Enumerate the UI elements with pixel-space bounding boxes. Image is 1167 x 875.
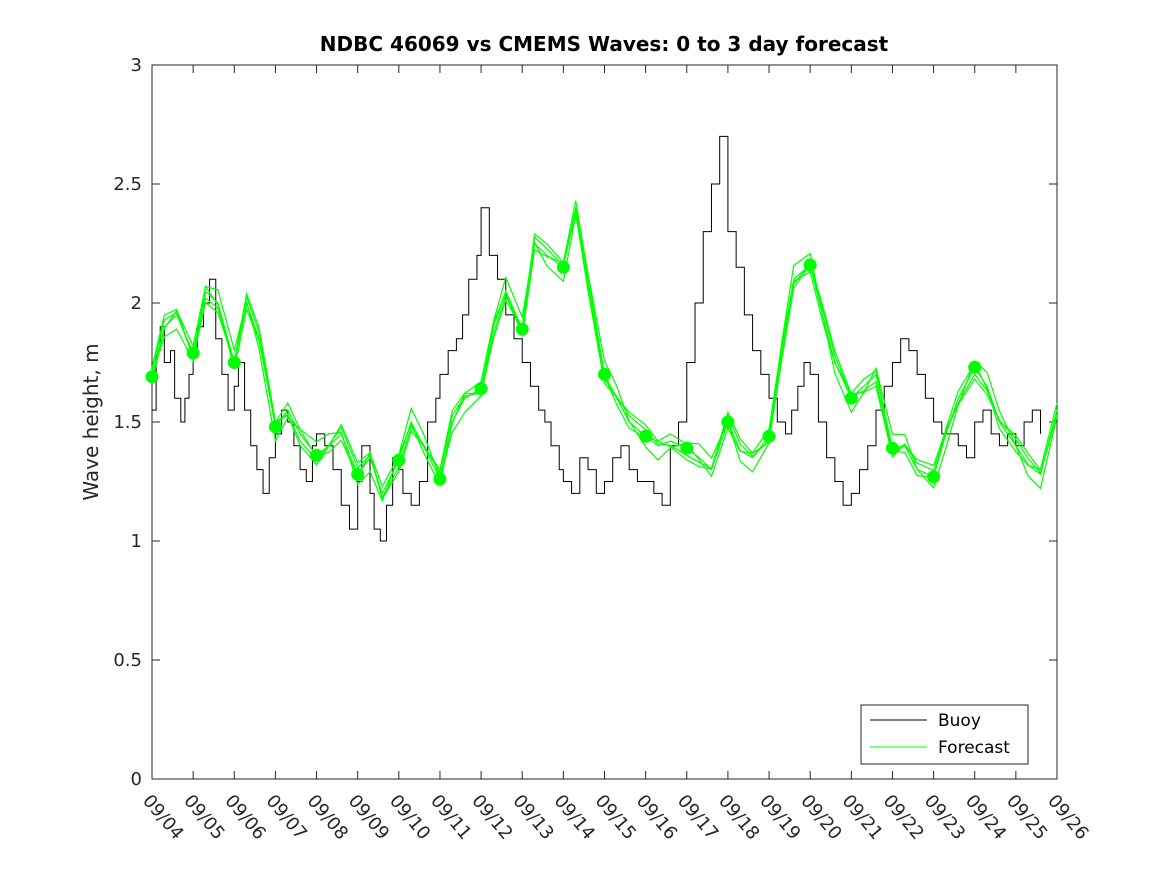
forecast-marker: [268, 420, 282, 434]
legend: Buoy Forecast: [860, 704, 1029, 765]
forecast-marker: [474, 382, 488, 396]
series-buoy-line: [152, 135, 1042, 542]
y-tick-label: 0: [131, 769, 142, 790]
forecast-marker: [351, 467, 365, 481]
y-tick-label: 2.5: [113, 174, 142, 195]
legend-forecast-label: Forecast: [938, 738, 1010, 758]
forecast-markers: [145, 258, 982, 486]
y-tick-label: 1: [131, 531, 142, 552]
y-tick-label: 3: [131, 55, 142, 76]
forecast-marker: [885, 441, 899, 455]
forecast-marker: [721, 415, 735, 429]
forecast-marker: [186, 346, 200, 360]
forecast-marker: [639, 429, 653, 443]
forecast-marker: [968, 360, 982, 374]
y-axis: 0 0.5 1 1.5 2 2.5 3: [113, 55, 1057, 790]
forecast-marker: [556, 260, 570, 274]
forecast-marker: [392, 453, 406, 467]
forecast-marker: [310, 448, 324, 462]
plot-area: [151, 64, 1058, 780]
y-tick-label: 0.5: [113, 650, 142, 671]
forecast-marker: [515, 322, 529, 336]
y-tick-label: 1.5: [113, 412, 142, 433]
y-axis-label: Wave height, m: [79, 343, 103, 500]
forecast-marker: [598, 367, 611, 381]
forecast-marker: [803, 258, 817, 272]
forecast-marker: [227, 356, 241, 369]
y-tick-label: 2: [131, 293, 142, 314]
legend-box: [860, 704, 1029, 765]
chart-title: NDBC 46069 vs CMEMS Waves: 0 to 3 day fo…: [320, 32, 889, 56]
forecast-marker: [433, 472, 447, 486]
forecast-marker: [927, 470, 941, 484]
forecast-marker: [844, 391, 858, 405]
forecast-marker: [145, 370, 159, 384]
legend-buoy-label: Buoy: [938, 711, 981, 731]
series-forecast-line: [151, 214, 1058, 503]
series-forecast-line: [151, 213, 1058, 501]
forecast-marker: [680, 441, 694, 455]
forecast-marker: [762, 429, 776, 443]
